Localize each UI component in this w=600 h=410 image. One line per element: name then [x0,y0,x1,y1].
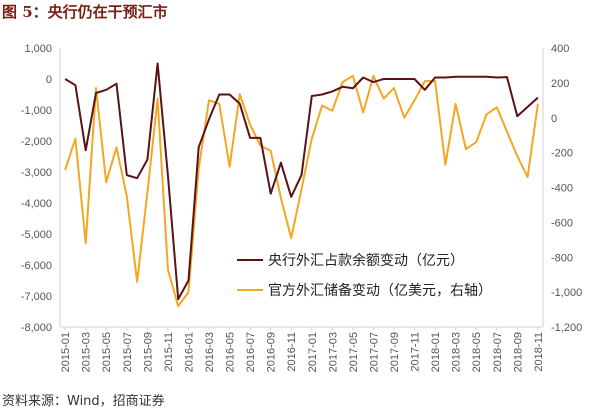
x-axis-tick-label: 2016-11 [286,332,298,372]
x-axis-tick-label: 2015-01 [60,332,72,372]
left-axis-ticks: 1,000 0 -1,000 -2,000 -3,000 -4,000 -5,000 -6,0… [21,43,52,334]
x-axis-tick-label: 2017-05 [348,332,360,372]
left-axis-tick-label: -7,000 [21,291,52,303]
x-axis-tick-label: 2015-05 [101,332,113,372]
x-axis-tick-label: 2015-07 [122,332,134,372]
chart-axes [59,48,544,328]
left-axis-tick-label: -3,000 [21,167,52,179]
x-axis-tick-label: 2017-11 [410,332,422,372]
right-axis-tick-label: 0 [551,113,557,125]
right-axis-tick-label: -400 [551,183,573,195]
legend: 央行外汇占款余额变动（亿元） 官方外汇储备变动（亿美元，右轴） [237,252,492,299]
x-axis-tick-label: 2016-09 [266,332,278,372]
x-axis-tick-label: 2017-03 [327,332,339,372]
left-axis-tick-label: -4,000 [21,198,52,210]
source-note: 资料来源：Wind，招商证券 [2,394,165,409]
right-axis-tick-label: 200 [551,78,569,90]
x-axis-tick-label: 2018-09 [512,332,524,372]
x-axis-tick-label: 2017-09 [389,332,401,372]
right-axis-tick-label: -1,000 [551,287,582,299]
right-axis-tick-label: -200 [551,148,573,160]
series-line-1 [64,62,539,301]
left-axis-tick-label: -2,000 [21,136,52,148]
x-axis-tick-label: 2016-03 [204,332,216,372]
x-axis-tick-label: 2018-11 [533,332,545,372]
left-axis-tick-label: -1,000 [21,105,52,117]
left-axis-tick-label: -6,000 [21,260,52,272]
x-axis-tick-label: 2016-07 [245,332,257,372]
x-axis-tick-label: 2018-05 [471,332,483,372]
x-axis-tick-label: 2017-01 [307,332,319,372]
left-axis-tick-label: -8,000 [21,322,52,334]
left-axis-tick-label: 0 [46,74,52,86]
page-title: 图 5：央行仍在干预汇市 [2,3,168,21]
right-axis-tick-label: 400 [551,43,569,55]
x-axis-tick-label: 2018-07 [492,332,504,372]
left-axis-tick-label: 1,000 [24,43,52,55]
right-axis-tick-label: -600 [551,217,573,229]
right-axis-tick-label: -800 [551,252,573,264]
x-axis-tick-label: 2018-01 [430,332,442,372]
right-axis-tick-label: -1,200 [551,322,582,334]
x-axis-tick-label: 2017-07 [368,332,380,372]
x-axis-ticks: 2015-01 2015-03 2015-05 2015-07 2015-09 2015-… [60,327,545,372]
x-axis-tick-label: 2016-01 [183,332,195,372]
series-layer [64,62,539,308]
x-axis-tick-label: 2015-09 [142,332,154,372]
left-axis-tick-label: -5,000 [21,229,52,241]
series-line-2 [64,74,539,308]
x-axis-tick-label: 2016-05 [225,332,237,372]
legend-label-series-1: 央行外汇占款余额变动（亿元） [268,252,464,269]
legend-label-series-2: 官方外汇储备变动（亿美元，右轴） [268,282,492,299]
x-axis-tick-label: 2015-11 [163,332,175,372]
right-axis-ticks: 400 200 0 -200 -400 -600 -800 -1,000 -1,200 [551,43,582,334]
x-axis-tick-label: 2015-03 [81,332,93,372]
x-axis-tick-label: 2018-03 [451,332,463,372]
